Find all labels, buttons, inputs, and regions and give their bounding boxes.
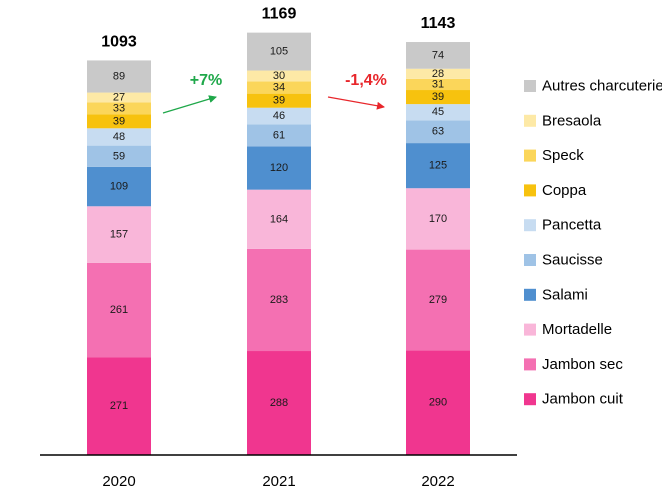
total-label-2022: 1143 bbox=[421, 15, 456, 32]
legend-label: Jambon sec bbox=[542, 356, 623, 373]
bar-pancetta-2021 bbox=[247, 107, 311, 125]
legend-label: Pancetta bbox=[542, 217, 602, 234]
x-axis-labels: 2020 2021 2022 bbox=[102, 473, 454, 490]
bar-value-label: 45 bbox=[432, 106, 444, 118]
bar-value-label: 261 bbox=[110, 304, 128, 316]
total-label-2021: 1169 bbox=[262, 6, 297, 23]
bar-value-label: 39 bbox=[273, 95, 285, 107]
bar-value-label: 39 bbox=[432, 91, 444, 103]
bar-jambon-cuit-2021 bbox=[247, 351, 311, 455]
x-tick-label-2022: 2022 bbox=[421, 473, 454, 490]
bar-value-label: 120 bbox=[270, 162, 288, 174]
bar-value-label: 288 bbox=[270, 397, 288, 409]
bar-autres-charcuterie-2020 bbox=[87, 60, 151, 93]
legend-label: Coppa bbox=[542, 182, 587, 199]
bar-jambon-sec-2020 bbox=[87, 262, 151, 358]
bars-group: 2712611571095948393327892882831641206146… bbox=[87, 32, 470, 455]
growth-arrow bbox=[327, 96, 385, 110]
bar-coppa-2021 bbox=[247, 93, 311, 108]
growth-arrow bbox=[162, 95, 217, 114]
growth-label: -1,4% bbox=[345, 72, 387, 89]
bar-value-label: 27 bbox=[113, 91, 125, 103]
bar-value-label: 283 bbox=[270, 294, 288, 306]
total-label-2020: 1093 bbox=[101, 33, 137, 50]
total-labels: 1093 1169 1143 bbox=[101, 6, 455, 51]
bar-value-label: 28 bbox=[432, 68, 444, 80]
bar-mortadelle-2021 bbox=[247, 189, 311, 249]
legend-swatch-saucisse bbox=[524, 254, 536, 266]
bar-jambon-cuit-2020 bbox=[87, 357, 151, 455]
legend-label: Salami bbox=[542, 286, 588, 303]
bar-saucisse-2022 bbox=[406, 120, 470, 144]
legend-swatch-bresaola bbox=[524, 114, 536, 127]
bar-value-label: 170 bbox=[429, 213, 447, 225]
growth-annotations: +7% -1,4% bbox=[162, 72, 387, 114]
legend-label: Mortadelle bbox=[542, 321, 612, 338]
bar-value-label: 125 bbox=[429, 160, 447, 172]
legend-swatch-salami bbox=[524, 288, 536, 301]
bar-value-label: 157 bbox=[110, 229, 128, 241]
bar-value-label: 105 bbox=[270, 46, 288, 58]
bar-jambon-sec-2022 bbox=[406, 249, 470, 351]
legend-swatch-autres-charcuterie bbox=[524, 80, 536, 92]
bar-salami-2020 bbox=[87, 166, 151, 207]
bar-value-label: 109 bbox=[110, 181, 128, 193]
bar-coppa-2020 bbox=[87, 114, 151, 129]
bar-value-label: 30 bbox=[273, 70, 285, 82]
bar-value-label: 34 bbox=[273, 82, 285, 94]
bar-value-label: 63 bbox=[432, 126, 444, 138]
bar-value-label: 46 bbox=[273, 110, 285, 122]
bar-jambon-sec-2021 bbox=[247, 248, 311, 352]
legend-label: Autres charcuterie bbox=[542, 78, 662, 95]
bar-value-label: 290 bbox=[429, 397, 447, 409]
bar-salami-2021 bbox=[247, 146, 311, 190]
bar-coppa-2022 bbox=[406, 90, 470, 105]
x-tick-label-2020: 2020 bbox=[102, 473, 135, 490]
bar-autres-charcuterie-2022 bbox=[406, 42, 470, 69]
legend-swatch-jambon-sec bbox=[524, 358, 536, 371]
legend-swatch-pancetta bbox=[524, 219, 536, 232]
bar-value-label: 74 bbox=[432, 49, 444, 61]
bar-salami-2022 bbox=[406, 143, 470, 189]
legend-swatch-jambon-cuit bbox=[524, 393, 536, 406]
bar-saucisse-2020 bbox=[87, 145, 151, 167]
bar-autres-charcuterie-2021 bbox=[247, 32, 311, 71]
bar-mortadelle-2020 bbox=[87, 206, 151, 263]
bar-saucisse-2021 bbox=[247, 124, 311, 147]
legend-swatch-coppa bbox=[524, 184, 536, 197]
bar-pancetta-2020 bbox=[87, 128, 151, 146]
bar-speck-2021 bbox=[247, 81, 311, 94]
x-tick-label-2021: 2021 bbox=[262, 473, 295, 490]
growth-label: +7% bbox=[190, 72, 222, 89]
bar-value-label: 271 bbox=[110, 400, 128, 412]
legend: Autres charcuterie Bresaola Speck Coppa Panc… bbox=[524, 78, 662, 408]
bar-value-label: 164 bbox=[270, 213, 288, 225]
bar-value-label: 31 bbox=[432, 78, 444, 90]
bar-value-label: 33 bbox=[113, 102, 125, 114]
bar-value-label: 39 bbox=[113, 115, 125, 127]
bar-value-label: 59 bbox=[113, 150, 125, 162]
legend-label: Saucisse bbox=[542, 252, 603, 269]
bar-bresaola-2021 bbox=[247, 70, 311, 82]
bar-value-label: 89 bbox=[113, 70, 125, 82]
legend-swatch-mortadelle bbox=[524, 323, 536, 336]
bar-mortadelle-2022 bbox=[406, 188, 470, 250]
bar-jambon-cuit-2022 bbox=[406, 350, 470, 455]
bar-bresaola-2022 bbox=[406, 68, 470, 79]
bar-value-label: 61 bbox=[273, 129, 285, 141]
legend-label: Jambon cuit bbox=[542, 391, 624, 408]
legend-label: Speck bbox=[542, 147, 584, 164]
bar-speck-2022 bbox=[406, 78, 470, 91]
bar-pancetta-2022 bbox=[406, 104, 470, 121]
bar-value-label: 279 bbox=[429, 294, 447, 306]
legend-swatch-speck bbox=[524, 149, 536, 162]
legend-label: Bresaola bbox=[542, 112, 602, 129]
bar-speck-2020 bbox=[87, 102, 151, 115]
bar-bresaola-2020 bbox=[87, 92, 151, 103]
bar-value-label: 48 bbox=[113, 131, 125, 143]
